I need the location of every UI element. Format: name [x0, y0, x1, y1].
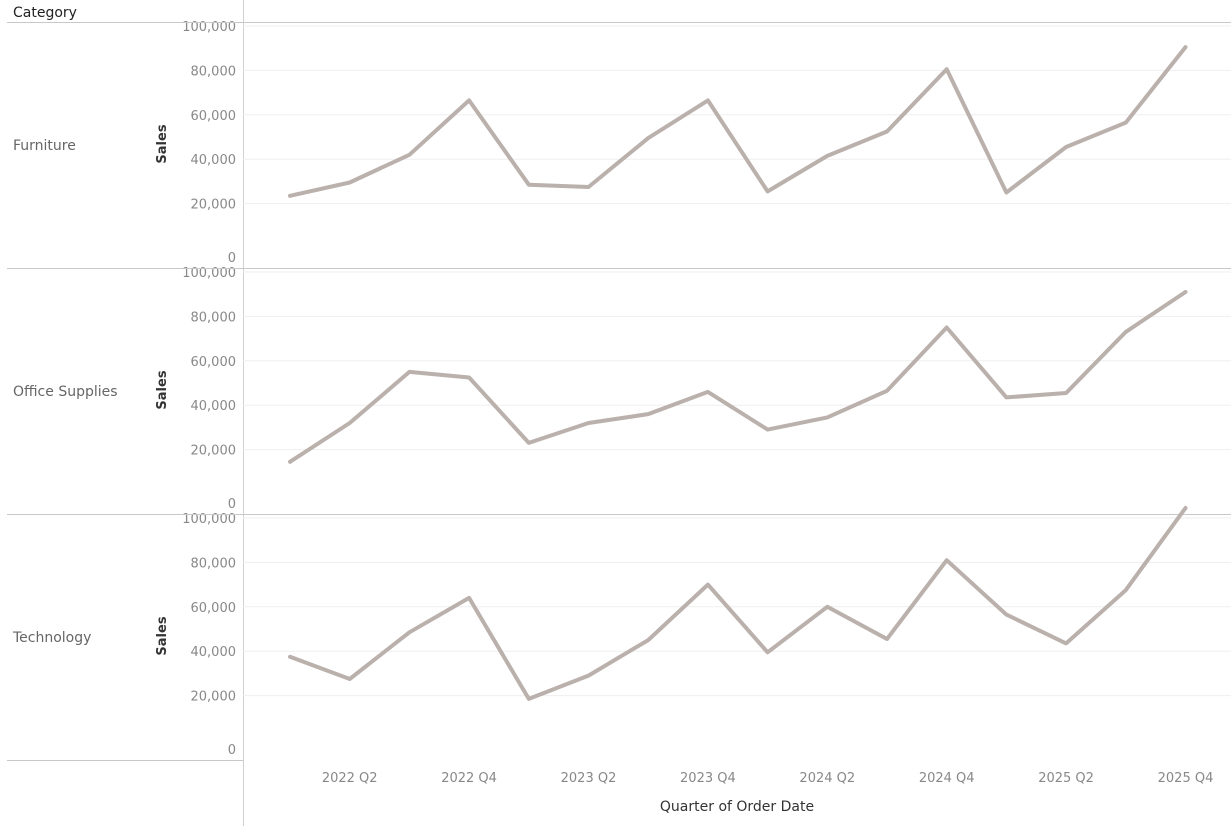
y-tick-label: 60,000	[191, 601, 237, 616]
y-tick-label: 60,000	[191, 355, 237, 370]
x-tick-label: 2023 Q2	[561, 771, 617, 786]
series-line-furniture	[288, 45, 1188, 198]
x-axis-title: Quarter of Order Date	[660, 799, 814, 815]
y-tick-label: 80,000	[191, 556, 237, 571]
y-tick-label: 100,000	[182, 266, 236, 281]
y-tick-label: 0	[228, 251, 236, 266]
y-axis-title: Sales	[155, 370, 170, 409]
x-tick-label: 2024 Q2	[799, 771, 855, 786]
y-tick-label: 20,000	[191, 444, 237, 459]
y-tick-label: 60,000	[191, 109, 237, 124]
y-tick-label: 40,000	[191, 399, 237, 414]
x-tick-label: 2022 Q2	[322, 771, 378, 786]
y-axis-title: Sales	[155, 616, 170, 655]
y-tick-label: 0	[228, 743, 236, 758]
series-line-office-supplies	[288, 290, 1188, 464]
y-tick-label: 80,000	[191, 64, 237, 79]
y-tick-label: 100,000	[182, 512, 236, 527]
y-axis-title: Sales	[155, 124, 170, 163]
pane-office-supplies: 0 20,000 40,000 60,000 80,000 100,000 Office S…	[7, 266, 1231, 512]
y-tick-label: 80,000	[191, 310, 237, 325]
x-axis: 2022 Q2 2022 Q4 2023 Q2 2023 Q4 2024 Q2 2024 …	[322, 771, 1214, 786]
series-line-technology	[288, 506, 1188, 701]
category-column-header: Category	[13, 5, 77, 21]
y-tick-label: 40,000	[191, 153, 237, 168]
pane-technology: 0 20,000 40,000 60,000 80,000 100,000 Technolo…	[7, 506, 1231, 758]
x-tick-label: 2022 Q4	[441, 771, 497, 786]
chart-frame	[7, 0, 244, 826]
x-tick-label: 2023 Q4	[680, 771, 736, 786]
y-tick-label: 40,000	[191, 645, 237, 660]
x-tick-label: 2025 Q4	[1158, 771, 1214, 786]
category-panes: 0 20,000 40,000 60,000 80,000 100,000 Furnitur…	[7, 20, 1231, 758]
category-label: Furniture	[13, 138, 76, 154]
category-label: Technology	[12, 630, 91, 646]
x-tick-label: 2025 Q2	[1038, 771, 1094, 786]
category-label: Office Supplies	[13, 384, 118, 400]
x-tick-label: 2024 Q4	[919, 771, 975, 786]
y-tick-label: 0	[228, 497, 236, 512]
y-tick-label: 20,000	[191, 690, 237, 705]
y-tick-label: 20,000	[191, 198, 237, 213]
y-tick-label: 100,000	[182, 20, 236, 35]
pane-furniture: 0 20,000 40,000 60,000 80,000 100,000 Furnitur…	[7, 20, 1231, 266]
